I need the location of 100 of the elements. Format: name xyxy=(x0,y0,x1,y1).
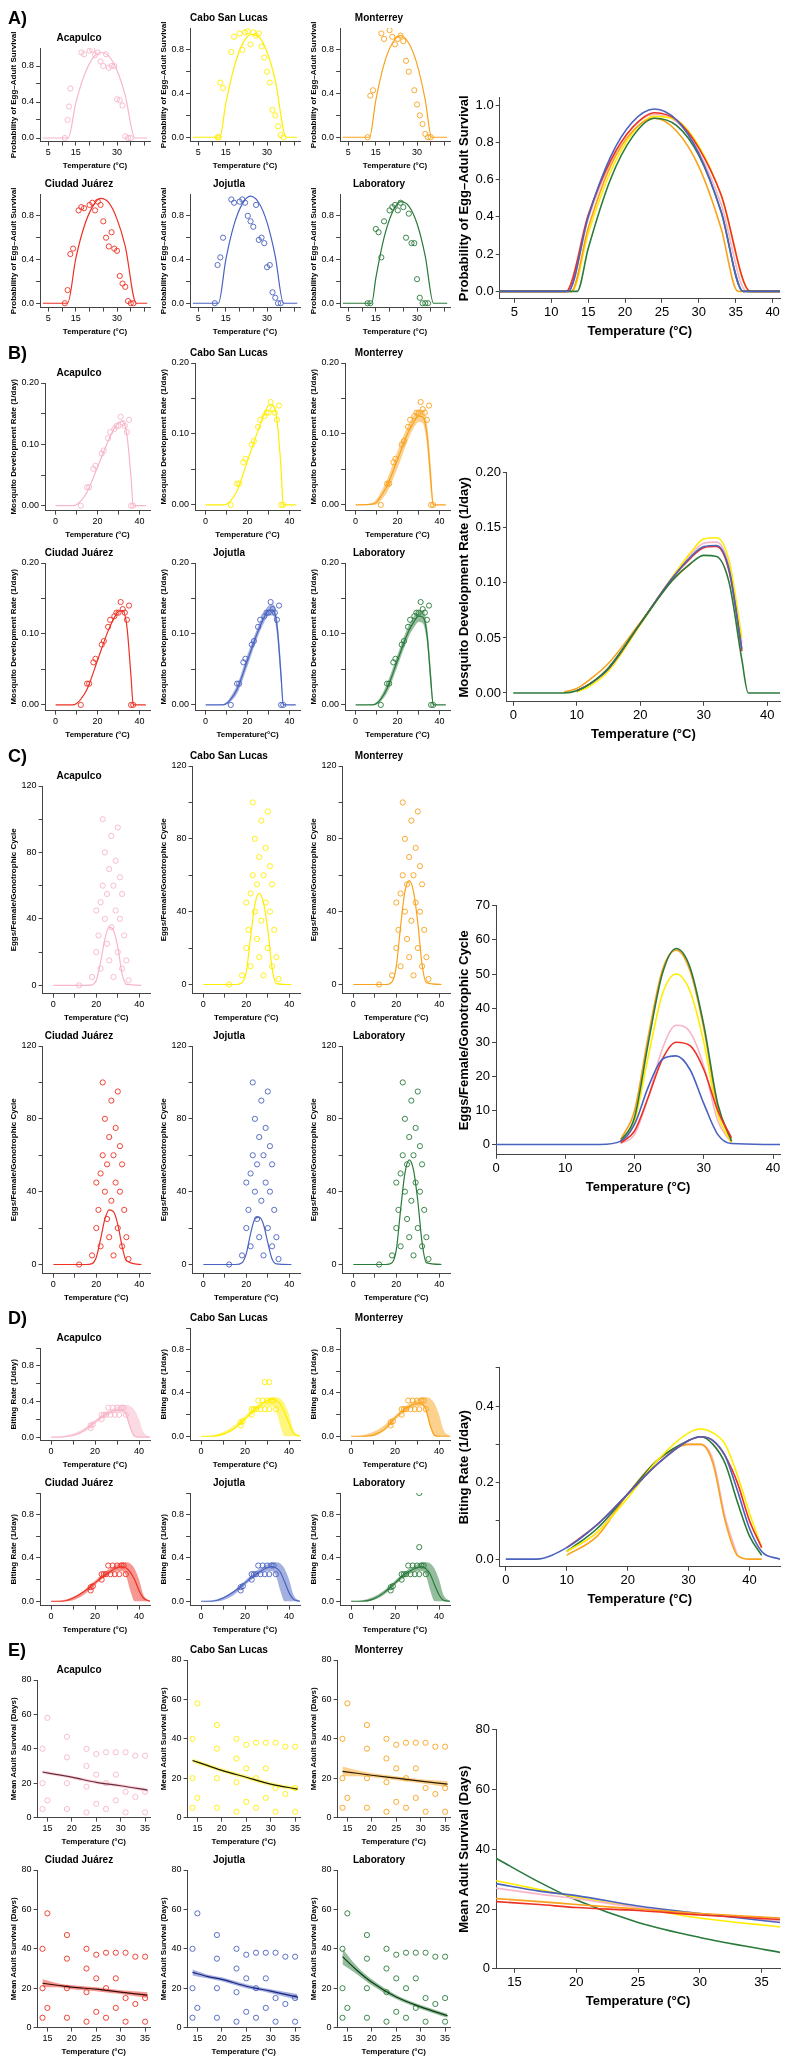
y-tick-label: 0.10 xyxy=(21,438,40,449)
y-tick-label: 0.8 xyxy=(21,210,35,221)
x-tick-label: 15 xyxy=(192,1823,203,1834)
y-tick-label: 80 xyxy=(26,846,37,857)
x-axis-title: Temperature (°C) xyxy=(362,161,428,171)
x-axis-title: Temperature(°C) xyxy=(216,730,279,740)
x-tick-label: 20 xyxy=(216,1823,227,1834)
y-tick-label: 0.20 xyxy=(321,357,340,368)
x-tick-label: 25 xyxy=(241,1823,252,1834)
x-tick-label: 40 xyxy=(134,516,145,527)
y-axis-title: Eggs/Female/Gonotrophic Cycle xyxy=(309,817,318,942)
x-tick-label: 0 xyxy=(203,716,209,727)
x-axis-title: Temperature (°C) xyxy=(212,327,278,337)
x-tick-label: 15 xyxy=(192,2033,203,2044)
chart-title: Monterrey xyxy=(354,1311,404,1323)
x-tick-label: 20 xyxy=(390,1611,401,1622)
chart-title: Acapulco xyxy=(56,31,102,43)
x-tick-label: 15 xyxy=(370,313,381,324)
text: B) xyxy=(8,343,28,363)
x-tick-label: 20 xyxy=(66,1823,77,1834)
x-tick-label: 30 xyxy=(681,1572,696,1588)
x-axis-title: Temperature (°C) xyxy=(62,1460,128,1470)
y-tick-label: 0.4 xyxy=(475,208,494,224)
y-tick-label: 60 xyxy=(475,1781,491,1797)
x-axis-title: Temperature (°C) xyxy=(361,1837,427,1847)
x-tick-label: 30 xyxy=(692,1974,707,1990)
y-axis-title: Mean Adult Survival (Days) xyxy=(9,1897,18,2001)
y-tick-label: 0.00 xyxy=(321,499,340,510)
y-tick-label: 80 xyxy=(475,1721,491,1737)
y-axis-title: Mean Adult Survival (Days) xyxy=(159,1897,168,2001)
y-axis-title: Mosquito Development Rate (1/day) xyxy=(456,477,472,698)
x-tick-label: 25 xyxy=(91,1823,102,1834)
text: E) xyxy=(8,1640,27,1660)
y-axis-title: Biting Rate (1/day) xyxy=(9,1358,18,1430)
y-tick-label: 0.20 xyxy=(21,557,40,568)
x-tick-label: 5 xyxy=(45,313,51,324)
y-axis-title: Mosquito Development Rate (1/day) xyxy=(159,368,168,505)
y-tick-label: 0.0 xyxy=(21,297,35,308)
y-axis-title: Eggs/Female/Gonotrophic Cycle xyxy=(456,930,472,1131)
x-tick-label: 10 xyxy=(558,1160,573,1176)
x-axis-title: Temperature (°C) xyxy=(214,1293,279,1303)
y-tick-label: 80 xyxy=(21,1674,32,1685)
y-tick-label: 0 xyxy=(26,2022,32,2033)
x-tick-label: 25 xyxy=(654,304,670,320)
y-tick-label: 20 xyxy=(321,1772,332,1783)
y-tick-label: 0.4 xyxy=(21,1395,35,1406)
y-tick-label: 40 xyxy=(21,1943,32,1954)
y-tick-label: 0.10 xyxy=(171,428,190,439)
y-axis-title: Biting Rate (1/day) xyxy=(159,1513,168,1585)
y-tick-label: 0.05 xyxy=(475,629,501,645)
y-tick-label: 60 xyxy=(171,1693,182,1704)
x-tick-label: 40 xyxy=(284,516,295,527)
x-tick-label: 20 xyxy=(627,1160,642,1176)
x-tick-label: 0 xyxy=(50,1279,56,1290)
y-tick-label: 0.8 xyxy=(321,210,335,221)
y-tick-label: 0.8 xyxy=(21,1509,35,1520)
y-tick-label: 0.6 xyxy=(475,171,494,187)
y-tick-label: 60 xyxy=(21,1903,32,1914)
x-tick-label: 30 xyxy=(415,2033,426,2044)
y-tick-label: 0 xyxy=(482,1136,491,1152)
chart-title: Cabo San Lucas xyxy=(190,1311,269,1323)
chart-title: Monterrey xyxy=(354,346,404,358)
text: A) xyxy=(8,8,28,28)
chart-title: Laboratory xyxy=(352,1029,406,1041)
x-tick-label: 20 xyxy=(216,2033,227,2044)
y-tick-label: 0.0 xyxy=(171,131,185,142)
y-tick-label: 20 xyxy=(171,1772,182,1783)
y-tick-label: 0.00 xyxy=(171,499,190,510)
x-tick-label: 40 xyxy=(284,716,295,727)
y-axis-title: Eggs/Female/Gonotrophic Cycle xyxy=(9,827,18,952)
y-tick-label: 0.00 xyxy=(21,500,40,511)
x-tick-label: 35 xyxy=(290,1823,301,1834)
x-axis-title: Temperature (°C) xyxy=(211,2047,277,2057)
x-tick-label: 25 xyxy=(630,1974,646,1990)
y-axis-title: Biting Rate (1/day) xyxy=(159,1348,168,1420)
x-axis-title: Temperature (°C) xyxy=(62,161,128,171)
x-axis-title: Temperature (°C) xyxy=(62,1625,128,1635)
x-axis-title: Temperature (°C) xyxy=(365,530,431,540)
y-tick-label: 80 xyxy=(176,1113,187,1124)
x-axis-title: Temperature (°C) xyxy=(61,1837,127,1847)
x-tick-label: 20 xyxy=(569,1974,584,1990)
x-tick-label: 40 xyxy=(134,1446,145,1457)
y-tick-label: 40 xyxy=(26,1186,37,1197)
x-tick-label: 15 xyxy=(342,1823,353,1834)
x-tick-label: 20 xyxy=(66,2033,77,2044)
chart-title: Ciudad Juárez xyxy=(44,546,114,558)
y-tick-label: 0.8 xyxy=(21,1360,35,1371)
y-axis-title: Probability of Egg–Adult Survival xyxy=(456,95,472,302)
x-axis-title: Temperature (°C) xyxy=(362,1625,428,1635)
x-axis-title: Temperature (°C) xyxy=(585,1178,691,1194)
y-tick-label: 80 xyxy=(321,1864,332,1875)
x-tick-label: 40 xyxy=(134,716,145,727)
x-axis-title: Temperature (°C) xyxy=(364,1293,429,1303)
y-tick-label: 0.20 xyxy=(171,357,190,368)
y-tick-label: 0.0 xyxy=(171,1430,185,1441)
y-tick-label: 0.20 xyxy=(21,377,40,388)
y-tick-label: 0.10 xyxy=(21,628,40,639)
y-tick-label: 40 xyxy=(171,1733,182,1744)
x-tick-label: 35 xyxy=(728,304,743,320)
text: D) xyxy=(8,1308,28,1328)
